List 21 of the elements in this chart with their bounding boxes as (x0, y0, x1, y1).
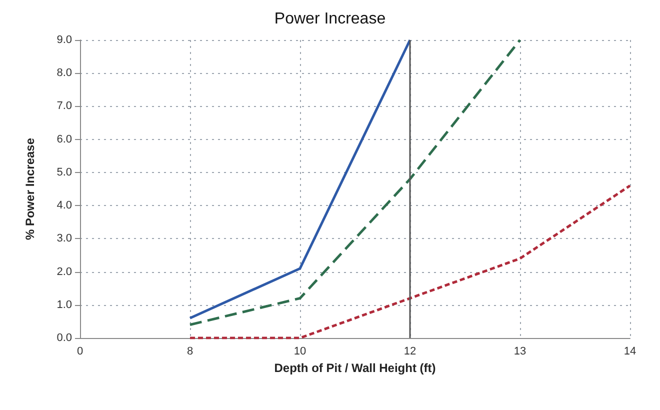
line-series (188, 38, 522, 326)
y-tick-label: 0.0 (56, 332, 72, 344)
x-tick-label: 10 (294, 346, 306, 358)
y-tick-label: 8.0 (56, 67, 72, 80)
x-tick-label: 0 (76, 346, 84, 358)
y-tick-label: 2.0 (56, 266, 72, 278)
y-tick-label: 1.0 (56, 298, 72, 311)
x-tick-label: 14 (624, 346, 636, 358)
y-tick-label: 7.0 (56, 100, 72, 112)
x-tick-label: 13 (514, 346, 526, 358)
y-axis-title: % Power Increase (23, 138, 37, 240)
x-tick-label: 12 (404, 346, 416, 358)
y-tick-label: 6.0 (56, 133, 72, 146)
y-tick-label: 3.0 (56, 232, 72, 245)
y-tick-label: 9.0 (56, 34, 72, 46)
x-tick-label: 8 (186, 346, 194, 358)
x-axis-title: Depth of Pit / Wall Height (ft) (274, 361, 436, 375)
line-series (188, 184, 632, 340)
y-tick-label: 5.0 (56, 166, 72, 178)
chart-title: Power Increase (274, 10, 386, 28)
y-tick-label: 4.0 (56, 200, 72, 212)
